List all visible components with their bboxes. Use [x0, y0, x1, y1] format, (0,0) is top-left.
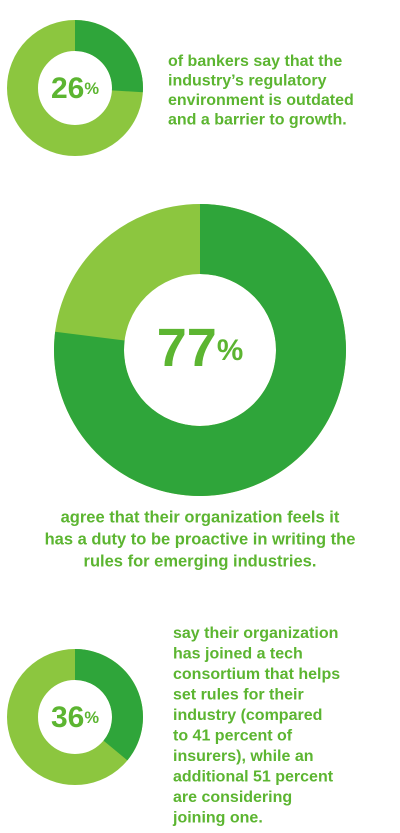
description-line: environment is outdated — [168, 92, 354, 109]
description-line: consortium that helps — [173, 666, 340, 683]
donut-segment — [53, 204, 347, 496]
value-label: 77% — [157, 318, 243, 378]
description-line: insurers), while an — [173, 748, 313, 765]
description-line: set rules for their — [173, 687, 304, 704]
description-line: industry’s regulatory — [168, 73, 327, 90]
donut-segment — [75, 649, 144, 761]
description-line: joining one. — [172, 810, 263, 827]
description-line: rules for emerging industries. — [84, 552, 317, 570]
description-line: has a duty to be proactive in writing th… — [45, 530, 356, 548]
description-line: of bankers say that the — [168, 53, 342, 70]
description-line: say their organization — [173, 625, 338, 642]
description-line: agree that their organization feels it — [61, 508, 340, 526]
description-line: industry (compared — [173, 707, 322, 724]
donut-segment — [75, 20, 143, 93]
description-line: and a barrier to growth. — [168, 112, 347, 129]
description-line: are considering — [173, 789, 292, 806]
value-label: 36% — [51, 701, 99, 734]
description-line: has joined a tech — [173, 646, 303, 663]
description-line: additional 51 percent — [173, 769, 334, 786]
value-label: 26% — [51, 72, 99, 105]
description-line: to 41 percent of — [173, 728, 293, 745]
